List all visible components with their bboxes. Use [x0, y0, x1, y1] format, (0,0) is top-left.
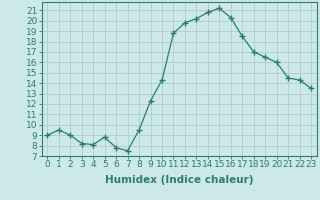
X-axis label: Humidex (Indice chaleur): Humidex (Indice chaleur): [105, 175, 253, 185]
